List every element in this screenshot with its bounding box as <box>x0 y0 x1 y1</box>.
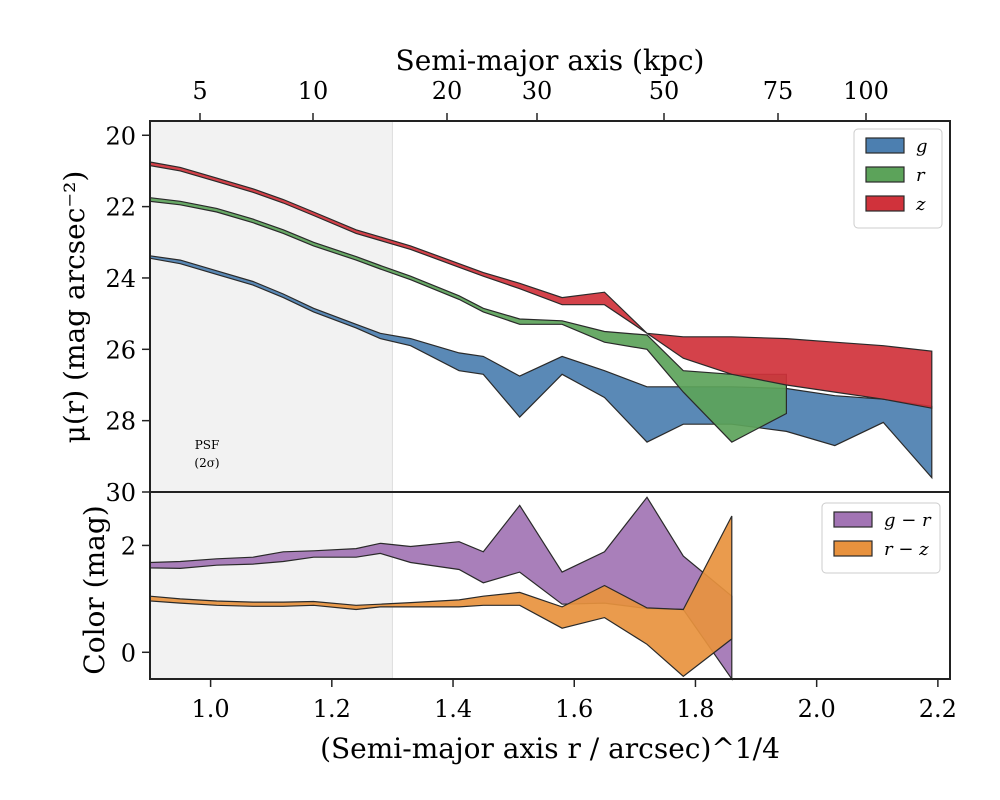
y-tick-label: 30 <box>105 479 136 507</box>
x-tick-label: 2.2 <box>919 695 957 723</box>
legend-swatch <box>833 540 873 557</box>
legend-label: z <box>915 194 926 215</box>
psf-label: PSF <box>195 438 220 452</box>
x-tick-label: 2.0 <box>798 695 836 723</box>
legend-swatch <box>865 137 905 154</box>
top-axis-tick-label: 30 <box>522 77 553 105</box>
y-tick-label: 22 <box>105 194 136 222</box>
x-tick-label: 1.8 <box>676 695 714 723</box>
legend-swatch <box>833 511 873 528</box>
y-tick-label: 24 <box>105 265 136 293</box>
y-tick-label: 26 <box>105 336 136 364</box>
x-tick-label: 1.2 <box>313 695 351 723</box>
psf-shade-top <box>150 121 393 492</box>
top-axis-tick-label: 10 <box>298 77 329 105</box>
x-tick-label: 1.4 <box>434 695 472 723</box>
legend-colors: g − r r − z <box>821 502 941 574</box>
top-axis-tick-label: 5 <box>192 77 207 105</box>
legend-bands: grz <box>853 128 943 229</box>
legend-swatch <box>865 166 905 183</box>
y-tick-label: 0 <box>121 639 136 667</box>
top-axis-label: Semi-major axis (kpc) <box>396 44 705 77</box>
legend-label: r − z <box>884 539 929 560</box>
mu-band-1 <box>149 197 787 443</box>
top-axis-tick-label: 75 <box>763 77 794 105</box>
y-axis-label-color: Color (mag) <box>78 505 111 674</box>
y-tick-label: 28 <box>105 408 136 436</box>
top-axis-tick-label: 100 <box>843 77 889 105</box>
y-tick-label: 2 <box>121 532 136 560</box>
top-axis-tick-label: 20 <box>432 77 463 105</box>
x-axis-label: (Semi-major axis r / arcsec)^1/4 <box>320 732 780 765</box>
axes: 1.0 1.2 1.4 1.6 1.8 2.0 2.25 10 20 30 50 75 10020222… <box>105 77 957 723</box>
surface-brightness-bands <box>149 161 933 480</box>
legend-swatch <box>865 195 905 212</box>
color-band-1 <box>149 515 733 678</box>
top-axis-tick-label: 50 <box>649 77 680 105</box>
mu-band-2 <box>149 161 933 409</box>
legend-label: g − r <box>884 510 932 531</box>
legend-label: g <box>916 136 928 157</box>
x-tick-label: 1.6 <box>555 695 593 723</box>
psf-shade-bottom <box>150 492 393 679</box>
x-tick-label: 1.0 <box>192 695 230 723</box>
y-axis-label-surface-brightness: μ(r) (mag arcsec⁻²) <box>58 171 91 444</box>
y-tick-label: 20 <box>105 122 136 150</box>
bottom-panel-frame <box>149 491 951 680</box>
psf-label-sigma: (2σ) <box>194 456 219 470</box>
legend-label: r <box>916 165 926 186</box>
